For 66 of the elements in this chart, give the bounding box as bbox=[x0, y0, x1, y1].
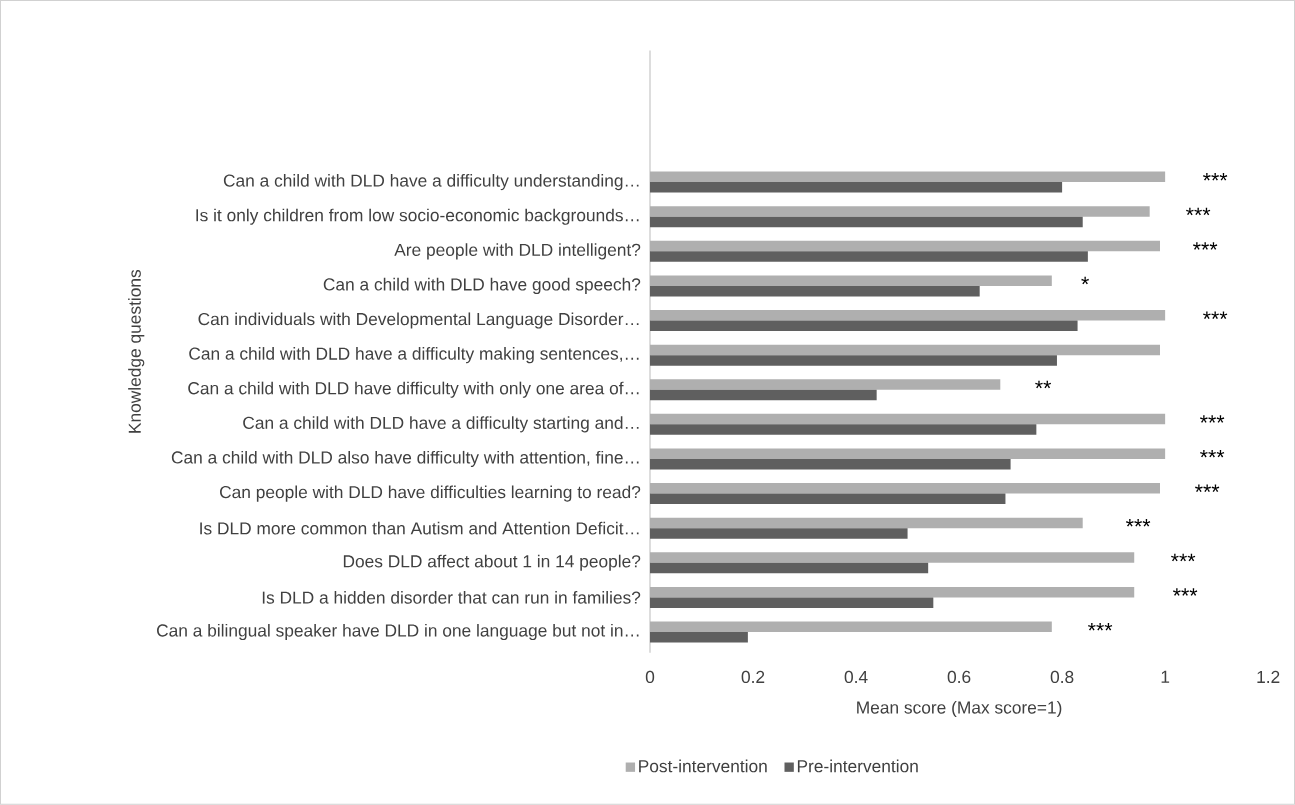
bar bbox=[650, 379, 1001, 390]
bar bbox=[650, 483, 1160, 494]
y-tick-label: Does DLD affect about 1 in 14 people? bbox=[343, 554, 641, 571]
y-axis-title: Knowledge questions bbox=[128, 270, 145, 433]
bar bbox=[650, 216, 1083, 228]
bar bbox=[650, 389, 877, 401]
annotation: *** bbox=[1088, 622, 1113, 631]
bar bbox=[650, 171, 1166, 183]
legend-label: Pre-intervention bbox=[797, 759, 918, 773]
x-tick-label: 0.8 bbox=[1050, 670, 1074, 684]
bar bbox=[650, 552, 1135, 563]
y-tick-label: Are people with DLD intelligent? bbox=[394, 243, 641, 260]
bar bbox=[650, 251, 1088, 262]
annotation: *** bbox=[1126, 519, 1151, 527]
annotation: *** bbox=[1193, 242, 1218, 250]
bar bbox=[650, 355, 1057, 366]
y-tick-label: Can a child with DLD have a difficulty understanding… bbox=[223, 174, 639, 191]
x-tick-label: 0.2 bbox=[741, 670, 765, 684]
x-tick-label: 0.4 bbox=[844, 670, 868, 684]
annotation: *** bbox=[1173, 588, 1198, 596]
y-tick-label: Can a child with DLD have a difficulty starting and… bbox=[243, 416, 639, 433]
bar bbox=[650, 275, 1052, 286]
y-tick-label: Can individuals with Developmental Language Disorder… bbox=[198, 312, 639, 329]
legend-label: Post-intervention bbox=[639, 759, 767, 773]
bar bbox=[650, 562, 929, 574]
bar bbox=[650, 493, 1006, 505]
y-tick-label: Can a child with DLD also have difficulty with attention, fine… bbox=[171, 450, 639, 468]
y-tick-label: Can people with DLD have difficulties learning to read? bbox=[220, 485, 641, 502]
bar bbox=[650, 206, 1150, 217]
bar bbox=[650, 597, 934, 608]
y-tick-label: Can a child with DLD have a difficulty making sentences,… bbox=[189, 347, 639, 364]
x-axis-title: Mean score (Max score=1) bbox=[857, 700, 1062, 718]
bar bbox=[650, 344, 1160, 356]
x-tick-label: 1.2 bbox=[1257, 670, 1280, 683]
annotation: *** bbox=[1186, 207, 1211, 216]
annotation: * bbox=[1081, 276, 1089, 285]
bar bbox=[650, 517, 1083, 529]
annotation: *** bbox=[1200, 415, 1225, 423]
bar bbox=[650, 182, 1063, 193]
annotation: *** bbox=[1171, 553, 1196, 562]
bar bbox=[650, 285, 980, 297]
bar bbox=[650, 621, 1052, 633]
bar bbox=[650, 528, 908, 539]
x-tick-label: 1 bbox=[1161, 670, 1170, 683]
bar bbox=[650, 240, 1160, 252]
bar bbox=[650, 459, 1011, 470]
y-tick-label: Can a child with DLD have difficulty with only one area of… bbox=[188, 381, 639, 398]
y-tick-label: Can a bilingual speaker have DLD in one language but not in… bbox=[157, 623, 639, 641]
bar bbox=[650, 632, 748, 643]
annotation: *** bbox=[1203, 311, 1228, 320]
bar bbox=[650, 424, 1037, 435]
y-tick-label: Is DLD more common than Autism and Attention Deficit… bbox=[200, 521, 639, 535]
y-tick-label: Is it only children from low socio-economic backgrounds… bbox=[196, 208, 639, 225]
x-tick-label: 0.6 bbox=[947, 670, 971, 684]
bar bbox=[650, 413, 1166, 425]
annotation: *** bbox=[1195, 484, 1220, 493]
bar bbox=[650, 586, 1135, 598]
bar bbox=[650, 448, 1166, 460]
bar bbox=[650, 310, 1166, 321]
x-tick-label: 0 bbox=[645, 670, 655, 684]
annotation: *** bbox=[1203, 173, 1228, 181]
annotation: ** bbox=[1035, 380, 1052, 389]
y-tick-label: Is DLD a hidden disorder that can run in families? bbox=[262, 591, 641, 604]
bar bbox=[650, 320, 1078, 332]
annotation: *** bbox=[1200, 449, 1225, 458]
y-tick-label: Can a child with DLD have good speech? bbox=[323, 277, 641, 295]
